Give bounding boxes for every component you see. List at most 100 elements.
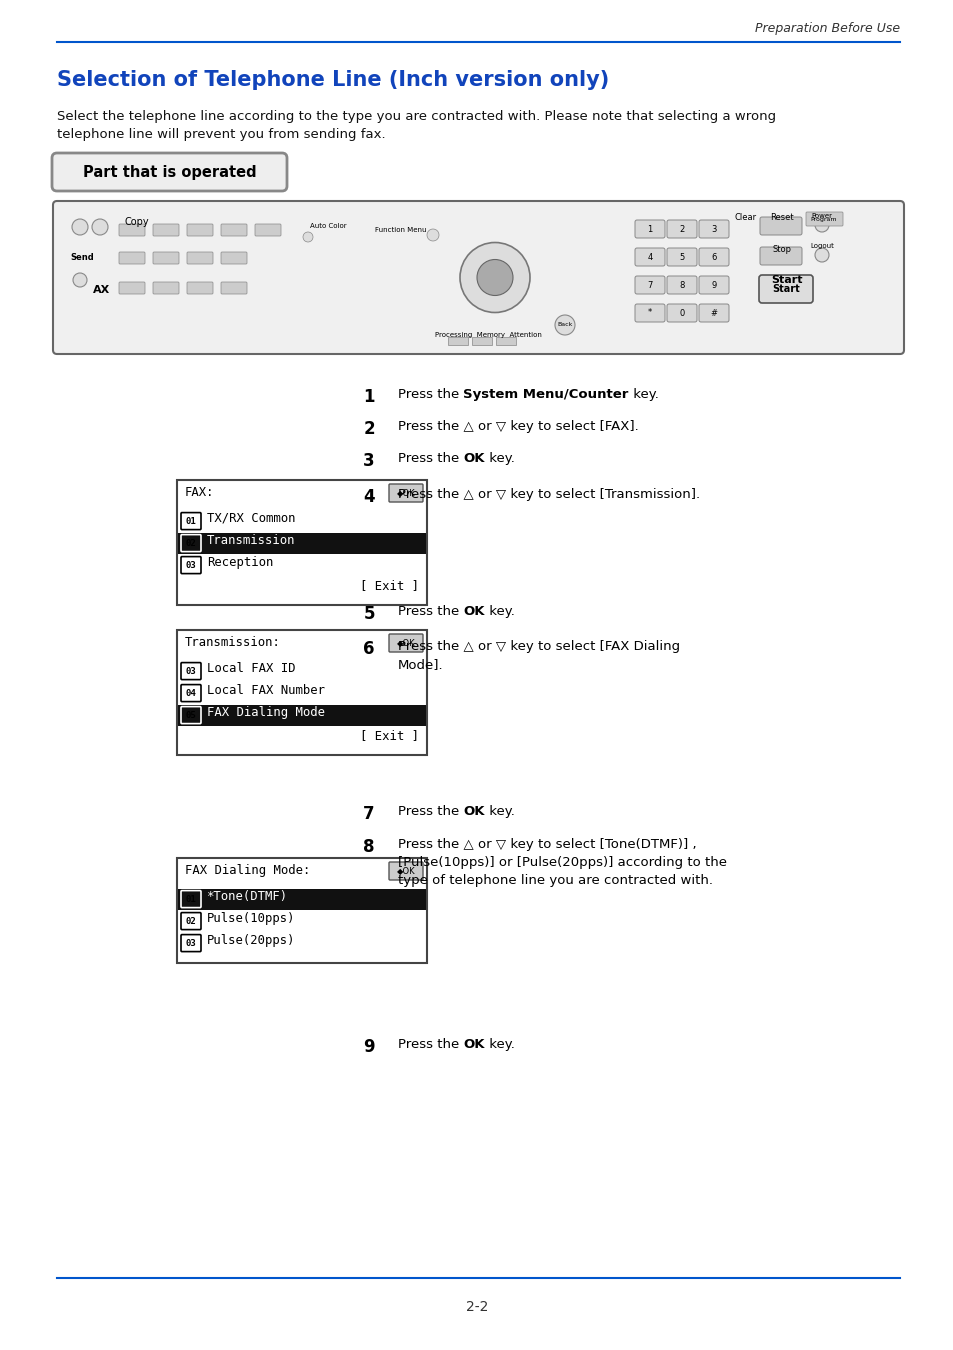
Text: 3: 3: [363, 452, 375, 470]
Text: 05: 05: [186, 710, 196, 720]
FancyBboxPatch shape: [187, 252, 213, 265]
FancyBboxPatch shape: [666, 304, 697, 323]
Text: Part that is operated: Part that is operated: [83, 165, 256, 180]
Text: 9: 9: [363, 1038, 375, 1056]
Text: Press the △ or ▽ key to select [FAX Dialing
Mode].: Press the △ or ▽ key to select [FAX Dial…: [397, 640, 679, 671]
Text: 9: 9: [711, 281, 716, 289]
Text: ◆OK: ◆OK: [396, 867, 415, 876]
FancyBboxPatch shape: [119, 224, 145, 236]
Text: *: *: [647, 309, 652, 317]
Text: 6: 6: [363, 640, 375, 657]
Circle shape: [91, 219, 108, 235]
Text: 1: 1: [363, 387, 375, 406]
FancyBboxPatch shape: [699, 220, 728, 238]
Text: 03: 03: [186, 560, 196, 570]
Text: Processing  Memory  Attention: Processing Memory Attention: [435, 332, 541, 338]
Text: 01: 01: [186, 895, 196, 903]
Text: 2: 2: [679, 224, 684, 234]
Text: 5: 5: [363, 605, 375, 622]
Text: Press the △ or ▽ key to select [Tone(DTMF)] ,
[Pulse(10pps)] or [Pulse(20pps)] a: Press the △ or ▽ key to select [Tone(DTM…: [397, 838, 726, 887]
Text: Select the telephone line according to the type you are contracted with. Please : Select the telephone line according to t…: [57, 109, 776, 123]
Text: 01: 01: [186, 517, 196, 525]
Bar: [472, 338, 492, 346]
Text: key.: key.: [484, 605, 515, 618]
Text: OK: OK: [463, 605, 484, 618]
Text: 2: 2: [363, 420, 375, 437]
FancyBboxPatch shape: [221, 282, 247, 294]
Text: Local FAX ID: Local FAX ID: [207, 662, 295, 675]
Text: 5: 5: [679, 252, 684, 262]
Text: Transmission: Transmission: [207, 533, 295, 547]
Bar: [448, 338, 468, 346]
Text: 8: 8: [679, 281, 684, 289]
FancyBboxPatch shape: [181, 934, 201, 952]
Text: Reset: Reset: [769, 213, 793, 221]
Text: AX: AX: [92, 285, 111, 296]
Text: FAX:: FAX:: [185, 486, 214, 500]
Text: key.: key.: [484, 452, 515, 464]
Circle shape: [814, 217, 828, 232]
Bar: [178, 533, 426, 554]
FancyBboxPatch shape: [181, 513, 201, 529]
Text: Press the: Press the: [397, 605, 463, 618]
Text: FAX Dialing Mode: FAX Dialing Mode: [207, 706, 325, 718]
Text: key.: key.: [628, 387, 659, 401]
Text: Copy: Copy: [125, 217, 150, 227]
FancyBboxPatch shape: [152, 282, 179, 294]
Bar: [178, 888, 426, 910]
Text: OK: OK: [463, 1038, 484, 1052]
Text: 7: 7: [363, 805, 375, 823]
FancyBboxPatch shape: [635, 275, 664, 294]
FancyBboxPatch shape: [119, 282, 145, 294]
FancyBboxPatch shape: [666, 248, 697, 266]
FancyBboxPatch shape: [119, 252, 145, 265]
Text: 3: 3: [711, 224, 716, 234]
Text: Power: Power: [811, 213, 832, 219]
Text: OK: OK: [463, 452, 484, 464]
Text: 6: 6: [711, 252, 716, 262]
Text: Press the: Press the: [397, 1038, 463, 1052]
Text: Pulse(10pps): Pulse(10pps): [207, 911, 295, 925]
Text: *Tone(DTMF): *Tone(DTMF): [207, 890, 288, 903]
Text: 03: 03: [186, 938, 196, 948]
FancyBboxPatch shape: [181, 556, 201, 574]
Text: Press the △ or ▽ key to select [FAX].: Press the △ or ▽ key to select [FAX].: [397, 420, 639, 433]
Text: Transmission:: Transmission:: [185, 636, 280, 649]
Text: Stop: Stop: [772, 244, 791, 254]
FancyBboxPatch shape: [181, 663, 201, 679]
Text: Clear: Clear: [734, 213, 757, 221]
Text: Press the: Press the: [397, 387, 463, 401]
FancyBboxPatch shape: [635, 220, 664, 238]
FancyBboxPatch shape: [53, 201, 903, 354]
Text: Send: Send: [70, 252, 93, 262]
FancyBboxPatch shape: [181, 684, 201, 702]
Text: Start: Start: [770, 275, 801, 285]
Circle shape: [71, 219, 88, 235]
Text: Program: Program: [810, 216, 837, 221]
Text: ◆OK: ◆OK: [396, 639, 415, 648]
Text: 1: 1: [647, 224, 652, 234]
Text: TX/RX Common: TX/RX Common: [207, 512, 295, 525]
Text: Logout: Logout: [809, 243, 833, 248]
Text: 4: 4: [363, 487, 375, 506]
Text: 7: 7: [647, 281, 652, 289]
Text: Reception: Reception: [207, 556, 274, 568]
Text: 03: 03: [186, 667, 196, 675]
FancyBboxPatch shape: [699, 304, 728, 323]
Bar: [177, 859, 427, 963]
Text: Press the: Press the: [397, 452, 463, 464]
FancyBboxPatch shape: [699, 248, 728, 266]
FancyBboxPatch shape: [52, 153, 287, 190]
Text: telephone line will prevent you from sending fax.: telephone line will prevent you from sen…: [57, 128, 385, 140]
Bar: [177, 630, 427, 755]
Text: #: #: [710, 309, 717, 317]
Text: key.: key.: [484, 1038, 515, 1052]
Text: FAX Dialing Mode:: FAX Dialing Mode:: [185, 864, 310, 878]
Text: 02: 02: [186, 539, 196, 548]
Text: Press the △ or ▽ key to select [Transmission].: Press the △ or ▽ key to select [Transmis…: [397, 487, 700, 501]
Text: Start: Start: [771, 284, 799, 294]
FancyBboxPatch shape: [635, 304, 664, 323]
FancyBboxPatch shape: [221, 252, 247, 265]
FancyBboxPatch shape: [760, 217, 801, 235]
Text: OK: OK: [463, 805, 484, 818]
